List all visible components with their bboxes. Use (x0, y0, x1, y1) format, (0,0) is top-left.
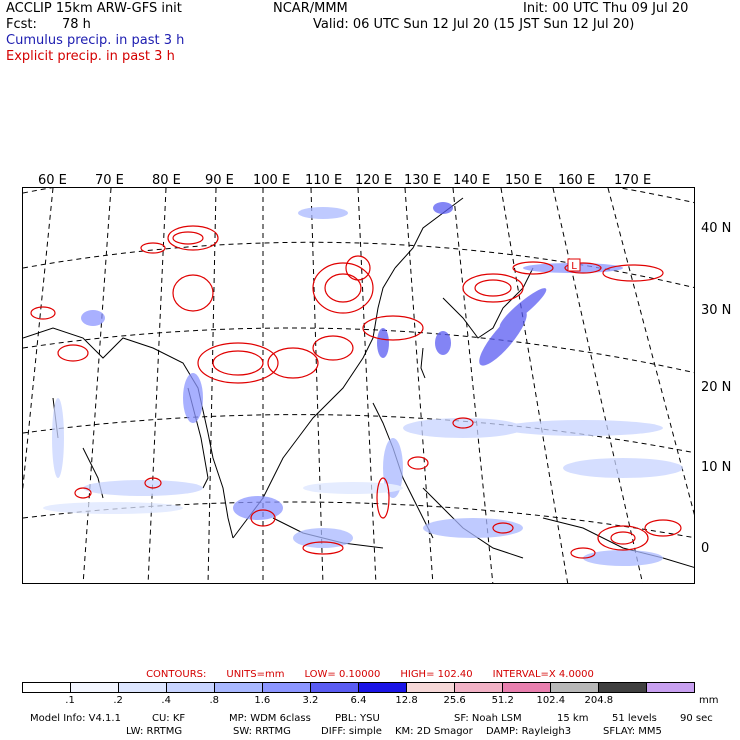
colorbar-tick-label: 102.4 (536, 695, 566, 706)
graticule (23, 188, 694, 583)
colorbar-tick-label: .1 (65, 695, 75, 706)
model-info-1-3: PBL: YSU (335, 713, 380, 724)
colorbar-swatch (551, 683, 599, 692)
valid-time: Valid: 06 UTC Sun 12 Jul 20 (15 JST Sun … (313, 17, 635, 32)
lon-label: 160 E (558, 173, 596, 188)
contour-units: UNITS=mm (226, 669, 285, 680)
colorbar-swatch (167, 683, 215, 692)
model-info-1-0: Model Info: V4.1.1 (30, 713, 121, 724)
colorbar-swatch (215, 683, 263, 692)
lon-label: 110 E (305, 173, 343, 188)
colorbar-swatch (23, 683, 71, 692)
colorbar-swatch (71, 683, 119, 692)
colorbar-swatch (119, 683, 167, 692)
lat-label: 20 N (701, 380, 732, 395)
forecast-label: Fcst: (6, 17, 37, 32)
lon-label: 70 E (95, 173, 124, 188)
lon-label: 140 E (453, 173, 491, 188)
lon-label: 130 E (404, 173, 442, 188)
lon-label: 60 E (38, 173, 67, 188)
cumulus-field-label: Cumulus precip. in past 3 h (6, 33, 185, 48)
colorbar-tick-label: 51.2 (491, 695, 514, 706)
colorbar-tick-label: 204.8 (584, 695, 614, 706)
colorbar-tick-label: .8 (209, 695, 220, 706)
lon-label: 100 E (253, 173, 291, 188)
lon-label: 150 E (505, 173, 543, 188)
model-info-2-5: SFLAY: MM5 (603, 726, 662, 737)
colorbar-swatch (263, 683, 311, 692)
precip-map: L (22, 187, 695, 584)
contour-info: CONTOURS: UNITS=mm LOW= 0.10000 HIGH= 102.4… (0, 669, 740, 680)
colorbar-swatch (503, 683, 551, 692)
model-info-1-6: 51 levels (612, 713, 657, 724)
model-info-1-4: SF: Noah LSM (454, 713, 522, 724)
colorbar-tick-label: .4 (161, 695, 171, 706)
forecast-hour: 78 h (62, 17, 91, 32)
colorbar-swatch (311, 683, 359, 692)
contour-interval: INTERVAL=X 4.0000 (492, 669, 594, 680)
colorbar (22, 682, 695, 693)
contour-high: HIGH= 102.40 (400, 669, 473, 680)
lat-label: 30 N (701, 303, 732, 318)
model-title: ACCLIP 15km ARW-GFS init (6, 1, 182, 16)
colorbar-tick-label: .2 (113, 695, 123, 706)
model-info-1-1: CU: KF (152, 713, 186, 724)
map-canvas: L (23, 188, 694, 583)
model-info-1-5: 15 km (557, 713, 589, 724)
model-info-2-3: KM: 2D Smagor (395, 726, 473, 737)
colorbar-swatch (455, 683, 503, 692)
model-info-1-2: MP: WDM 6class (229, 713, 311, 724)
model-info-1-7: 90 sec (680, 713, 713, 724)
lon-label: 170 E (614, 173, 652, 188)
low-marker (567, 258, 581, 272)
explicit-precip (30, 225, 682, 559)
lat-label: 0 (701, 541, 710, 556)
colorbar-tick-label: 6.4 (350, 695, 367, 706)
low-marker-label: L (571, 261, 577, 272)
lon-label: 80 E (152, 173, 181, 188)
contour-label: CONTOURS: (146, 669, 207, 680)
lon-label: 120 E (355, 173, 393, 188)
explicit-field-label: Explicit precip. in past 3 h (6, 49, 175, 64)
colorbar-tick-label: 3.2 (302, 695, 319, 706)
model-info-2-1: SW: RRTMG (233, 726, 291, 737)
lat-label: 40 N (701, 221, 732, 236)
colorbar-swatch (407, 683, 455, 692)
colorbar-swatch (599, 683, 647, 692)
center-name: NCAR/MMM (273, 1, 348, 16)
colorbar-tick-label: 12.8 (395, 695, 418, 706)
colorbar-tick-label: 25.6 (443, 695, 466, 706)
model-info-2-4: DAMP: Rayleigh3 (486, 726, 572, 737)
colorbar-unit: mm (699, 695, 719, 706)
init-time: Init: 00 UTC Thu 09 Jul 20 (523, 1, 689, 16)
colorbar-swatch (647, 683, 694, 692)
contour-low: LOW= 0.10000 (304, 669, 381, 680)
colorbar-tick-label: 1.6 (254, 695, 271, 706)
model-info-2-0: LW: RRTMG (126, 726, 183, 737)
model-info-2-2: DIFF: simple (321, 726, 382, 737)
lon-label: 90 E (205, 173, 234, 188)
colorbar-swatch (359, 683, 407, 692)
lat-label: 10 N (701, 460, 732, 475)
